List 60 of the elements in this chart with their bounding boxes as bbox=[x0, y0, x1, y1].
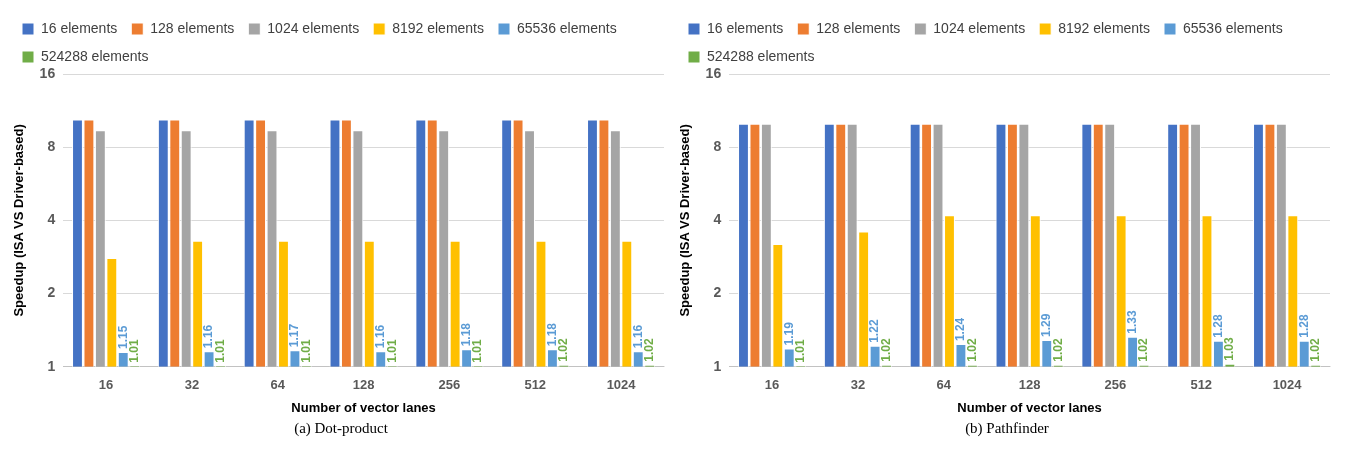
data-label: 1.02 bbox=[1136, 338, 1151, 362]
data-label: 1.15 bbox=[115, 325, 130, 350]
data-label: 1.01 bbox=[470, 339, 485, 363]
legend-label: 524288 elements bbox=[41, 47, 149, 64]
legend-label: 16 elements bbox=[707, 19, 784, 36]
legend-label: 8192 elements bbox=[392, 19, 485, 36]
text: (b) Pathfinder bbox=[964, 420, 1050, 437]
data-label: 1.28 bbox=[1296, 314, 1311, 338]
x-tick-label: 128 bbox=[1018, 377, 1041, 393]
x-tick-label: 1024 bbox=[606, 377, 637, 393]
data-label: 1.16 bbox=[630, 324, 645, 349]
x-tick-label: 16 bbox=[98, 377, 114, 393]
data-label: 1.18 bbox=[458, 322, 473, 347]
legend-label: 8192 elements bbox=[1058, 19, 1151, 36]
legend-label: 128 elements bbox=[816, 19, 901, 36]
legend-label: 128 elements bbox=[150, 19, 235, 36]
x-tick-label: 512 bbox=[1190, 377, 1213, 393]
y-tick-label: 16 bbox=[705, 64, 722, 81]
data-label: 1.02 bbox=[556, 338, 571, 362]
x-tick-label: 64 bbox=[936, 377, 952, 393]
y-axis-title: Speedup (ISA VS Driver-based) bbox=[11, 124, 27, 317]
y-tick-label: 8 bbox=[47, 138, 56, 155]
data-label: 1.02 bbox=[1050, 338, 1065, 362]
legend-label: 1024 elements bbox=[267, 19, 360, 36]
x-tick-label: 256 bbox=[1104, 377, 1127, 393]
legend-label: 16 elements bbox=[41, 19, 118, 36]
y-axis-title: Speedup (ISA VS Driver-based) bbox=[677, 124, 693, 317]
data-label: 1.33 bbox=[1124, 310, 1139, 334]
y-tick-label: 4 bbox=[713, 211, 722, 228]
data-label: 1.18 bbox=[544, 322, 559, 347]
x-tick-label: 64 bbox=[270, 377, 286, 393]
x-tick-label: 16 bbox=[764, 377, 780, 393]
data-label: 1.01 bbox=[127, 339, 142, 363]
data-label: 1.29 bbox=[1039, 313, 1054, 337]
data-label: 1.03 bbox=[1222, 337, 1237, 361]
data-label: 1.28 bbox=[1210, 314, 1225, 338]
legend-label: 65536 elements bbox=[517, 19, 617, 36]
x-tick-label: 32 bbox=[850, 377, 866, 393]
x-axis-title: Number of vector lanes bbox=[957, 399, 1102, 415]
text: (a) Dot-product bbox=[293, 420, 389, 437]
y-tick-label: 1 bbox=[47, 357, 56, 374]
x-tick-label: 512 bbox=[524, 377, 547, 393]
data-label: 1.02 bbox=[642, 338, 657, 362]
data-label: 1.02 bbox=[1308, 338, 1323, 362]
data-label: 1.19 bbox=[781, 321, 796, 346]
x-tick-label: 128 bbox=[352, 377, 375, 393]
x-axis-title: Number of vector lanes bbox=[291, 399, 436, 415]
x-tick-label: 32 bbox=[184, 377, 200, 393]
y-tick-label: 2 bbox=[47, 284, 56, 301]
y-tick-label: 2 bbox=[713, 284, 722, 301]
legend-label: 1024 elements bbox=[933, 19, 1026, 36]
data-label: 1.01 bbox=[793, 339, 808, 363]
y-tick-label: 1 bbox=[713, 357, 722, 374]
x-tick-label: 1024 bbox=[1272, 377, 1303, 393]
legend-label: 65536 elements bbox=[1183, 19, 1283, 36]
legend-label: 524288 elements bbox=[707, 47, 815, 64]
y-tick-label: 4 bbox=[47, 211, 56, 228]
x-tick-label: 256 bbox=[438, 377, 461, 393]
y-tick-label: 16 bbox=[39, 64, 56, 81]
y-tick-label: 8 bbox=[713, 138, 722, 155]
